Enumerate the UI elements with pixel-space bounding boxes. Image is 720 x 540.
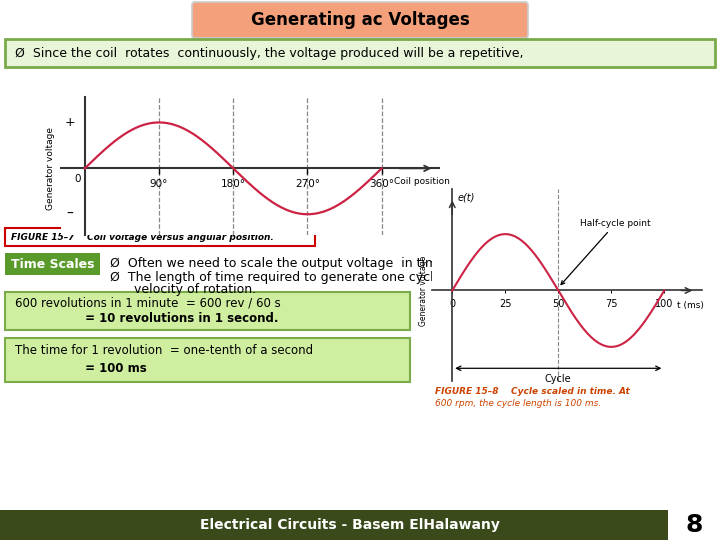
- Text: Generator voltage: Generator voltage: [419, 255, 428, 326]
- FancyBboxPatch shape: [0, 510, 720, 540]
- Text: FIGURE 15–7    Coil voltage versus angular position.: FIGURE 15–7 Coil voltage versus angular …: [11, 233, 274, 241]
- Text: Generating ac Voltages: Generating ac Voltages: [251, 11, 469, 29]
- Text: = 100 ms: = 100 ms: [15, 362, 147, 375]
- Text: –: –: [66, 207, 73, 221]
- FancyBboxPatch shape: [5, 338, 410, 382]
- Text: Generator voltage: Generator voltage: [46, 127, 55, 210]
- Text: = 10 revolutions in 1 second.: = 10 revolutions in 1 second.: [15, 313, 279, 326]
- Text: 600 rpm, the cycle length is 100 ms.: 600 rpm, the cycle length is 100 ms.: [435, 399, 601, 408]
- Text: FIGURE 15–8    Cycle scaled in time. At: FIGURE 15–8 Cycle scaled in time. At: [435, 387, 630, 396]
- FancyBboxPatch shape: [668, 510, 720, 540]
- Text: Ø  The length of time required to generate one cycle depends on the: Ø The length of time required to generat…: [110, 271, 543, 284]
- Text: Cycle: Cycle: [545, 374, 572, 384]
- Text: +: +: [64, 116, 75, 129]
- Text: Ø  Often we need to scale the output voltage  in time.: Ø Often we need to scale the output volt…: [110, 256, 449, 269]
- FancyBboxPatch shape: [5, 292, 410, 330]
- Text: Electrical Circuits - Basem ElHalawany: Electrical Circuits - Basem ElHalawany: [200, 518, 500, 532]
- Text: 0: 0: [75, 174, 81, 184]
- Text: t (ms): t (ms): [677, 301, 703, 309]
- Text: 8: 8: [685, 513, 703, 537]
- FancyBboxPatch shape: [5, 39, 715, 67]
- Text: 600 revolutions in 1 minute  = 600 rev / 60 s: 600 revolutions in 1 minute = 600 rev / …: [15, 296, 281, 309]
- FancyBboxPatch shape: [5, 253, 100, 275]
- FancyBboxPatch shape: [192, 2, 528, 38]
- Text: Time Scales: Time Scales: [11, 258, 94, 271]
- Text: e(t): e(t): [457, 192, 474, 202]
- Text: The time for 1 revolution  = one-tenth of a second: The time for 1 revolution = one-tenth of…: [15, 345, 313, 357]
- FancyBboxPatch shape: [5, 228, 315, 246]
- Text: Half-cycle point: Half-cycle point: [561, 219, 651, 285]
- Text: Coil position: Coil position: [395, 177, 450, 186]
- Text: velocity of rotation.: velocity of rotation.: [110, 282, 256, 295]
- Text: Ø  Since the coil  rotates  continuously, the voltage produced will be a repetit: Ø Since the coil rotates continuously, t…: [15, 46, 523, 59]
